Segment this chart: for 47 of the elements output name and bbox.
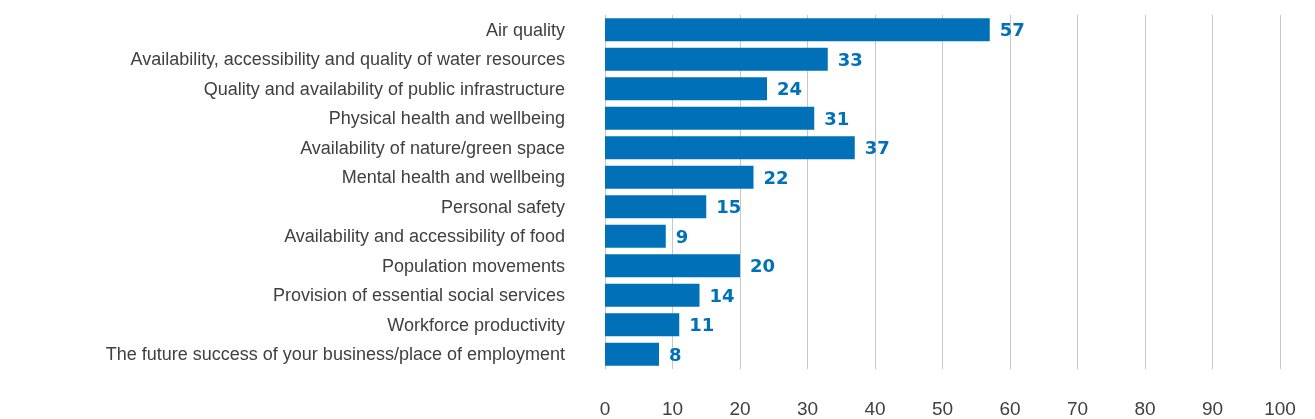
bar	[605, 106, 815, 130]
x-tick-label: 90	[1201, 398, 1224, 419]
y-tick-label: Availability and accessibility of food	[284, 226, 565, 247]
x-tick-label: 60	[999, 398, 1021, 419]
bar	[605, 165, 754, 189]
data-label: 15	[716, 196, 742, 218]
data-label: 37	[864, 137, 890, 159]
y-tick-label: Workforce productivity	[387, 314, 565, 335]
y-tick-label: Quality and availability of public infrastructure	[203, 78, 565, 99]
x-tick-label: 20	[729, 398, 751, 419]
bar	[605, 224, 666, 248]
y-tick-label: Physical health and wellbeing	[328, 108, 565, 129]
y-tick-label: Availability, accessibility and quality of water resources	[130, 49, 565, 70]
y-tick-label: Availability of nature/green space	[300, 137, 565, 158]
y-tick-label: The future success of your business/place of employment	[105, 344, 565, 365]
y-tick-label: Population movements	[381, 255, 565, 276]
data-label: 14	[709, 284, 735, 306]
y-tick-label: Provision of essential social services	[272, 285, 565, 306]
bar	[605, 47, 828, 71]
data-label: 20	[750, 255, 776, 277]
x-tick-label: 70	[1066, 398, 1089, 419]
y-tick-label: Air quality	[485, 19, 565, 40]
x-tick-label: 50	[931, 398, 954, 419]
x-tick-label: 0	[599, 398, 611, 419]
data-label: 33	[837, 48, 863, 70]
bar	[605, 136, 855, 160]
data-label: 9	[675, 225, 689, 247]
bar	[605, 195, 707, 219]
data-label: 8	[669, 343, 682, 365]
bar	[605, 18, 990, 42]
x-tick-label: 80	[1134, 398, 1156, 419]
x-tick-label: 10	[661, 398, 684, 419]
x-tick-label: 30	[796, 398, 819, 419]
bar	[605, 342, 659, 366]
data-label: 24	[777, 78, 803, 100]
bar	[605, 254, 740, 278]
bar	[605, 77, 767, 101]
x-tick-label: 100	[1264, 398, 1296, 419]
y-tick-label: Personal safety	[440, 196, 565, 217]
data-label: 22	[763, 166, 789, 188]
bar	[605, 313, 680, 337]
x-tick-label: 40	[864, 398, 886, 419]
data-label: 57	[999, 19, 1025, 41]
data-label: 31	[824, 107, 850, 129]
y-tick-label: Mental health and wellbeing	[341, 167, 565, 188]
data-label: 11	[689, 314, 715, 336]
bar	[605, 283, 700, 307]
